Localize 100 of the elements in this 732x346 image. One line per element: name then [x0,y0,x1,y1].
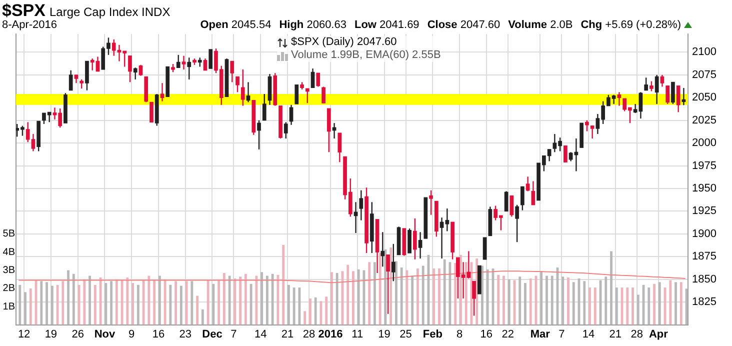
bar [395,261,398,325]
text: Volume 2.0B [508,19,573,31]
bar [287,284,290,325]
bar [153,280,156,325]
bar [110,281,112,325]
bar [206,280,210,325]
bar [314,298,317,325]
bar [180,286,182,325]
chart-title: $SPX [2,1,46,20]
x-tick-label: 12 [18,328,30,340]
text: High 2060.63 [279,19,346,31]
bar [518,276,522,325]
bar [29,288,32,325]
bar [298,288,301,325]
bar [228,276,231,325]
bar [304,311,306,325]
legend-label: Volume 1.99B, EMA(60) 2.55B [291,49,441,62]
bar [46,282,48,325]
y-tick-label: 2075 [692,68,716,81]
bar [648,288,650,325]
bar [524,283,526,325]
candlestick [482,237,487,260]
x-tick-label: 16 [480,328,493,340]
candlestick [424,197,428,239]
x-tick-label: Apr [648,328,669,340]
bar [308,298,312,325]
y-tick-label: 2000 [692,137,716,150]
bar [572,282,575,325]
text: Chg +5.69 (+0.28%) [580,19,681,31]
x-tick-label: 14 [582,328,595,340]
text: $SPX (Daily) 2047.60 [291,36,397,49]
y-tick-label: 1900 [692,228,716,240]
candlestick [166,66,170,98]
bar [320,301,322,325]
bar [336,273,338,325]
bar [680,282,682,325]
bar [120,280,124,325]
x-tick-label: 8 [456,328,463,340]
y-tick-label: 1950 [692,182,716,195]
bar [142,280,145,325]
bar [497,274,500,325]
bar [400,268,403,325]
bar [126,278,129,325]
bar [658,282,661,325]
x-tick-label: 9 [128,328,135,340]
bar [190,281,194,325]
bar [136,284,140,325]
x-tick-label: 28 [302,328,316,340]
bar [626,288,629,325]
bar [636,294,640,325]
bar [244,274,247,325]
bar [588,288,591,325]
bar [546,276,548,325]
bar [330,272,333,325]
x-tick-label: 25 [400,328,412,340]
bar [169,284,172,325]
bar [174,281,178,325]
chart-subtitle: Large Cap Index INDX [49,5,170,19]
x-tick-label: 14 [254,328,267,340]
x-tick-label: 22 [502,328,514,340]
bar [115,279,118,325]
bar [346,264,350,325]
bar [158,276,161,325]
bar [260,272,264,325]
y2-tick-label: 3B [2,265,16,276]
y2-tick-label: 5B [2,228,16,240]
bar [352,271,354,325]
bar [67,270,70,325]
bar [438,268,440,325]
y2-tick-label: 1B [2,301,16,312]
bar [432,268,436,325]
x-tick-label: 2016 [318,328,343,340]
y2-tick-label: 4B [2,246,16,258]
bar [50,286,54,325]
x-tick-label: 19 [378,328,390,340]
y-tick-label: 1850 [692,273,716,286]
bar [234,278,236,325]
x-tick-label: 7 [558,328,565,340]
bar [88,276,91,325]
bar [18,284,22,325]
x-tick-label: 21 [609,328,622,340]
bar [632,288,634,325]
bar [164,279,166,325]
x-tick-label: 21 [281,328,294,340]
bar [40,281,43,325]
bar [94,284,96,325]
bar [282,244,285,325]
bar [255,276,258,325]
y-tick-label: 2025 [692,114,716,126]
y-tick-label: 2100 [692,46,716,58]
x-tick-label: Feb [422,328,443,340]
x-tick-label: 11 [352,328,364,340]
bar [583,281,586,325]
bar [502,276,505,325]
bar [83,279,86,325]
bar [615,288,618,325]
bar [411,276,414,325]
bar [218,280,220,325]
bar [464,262,468,325]
y-tick-label: 1875 [692,250,716,263]
